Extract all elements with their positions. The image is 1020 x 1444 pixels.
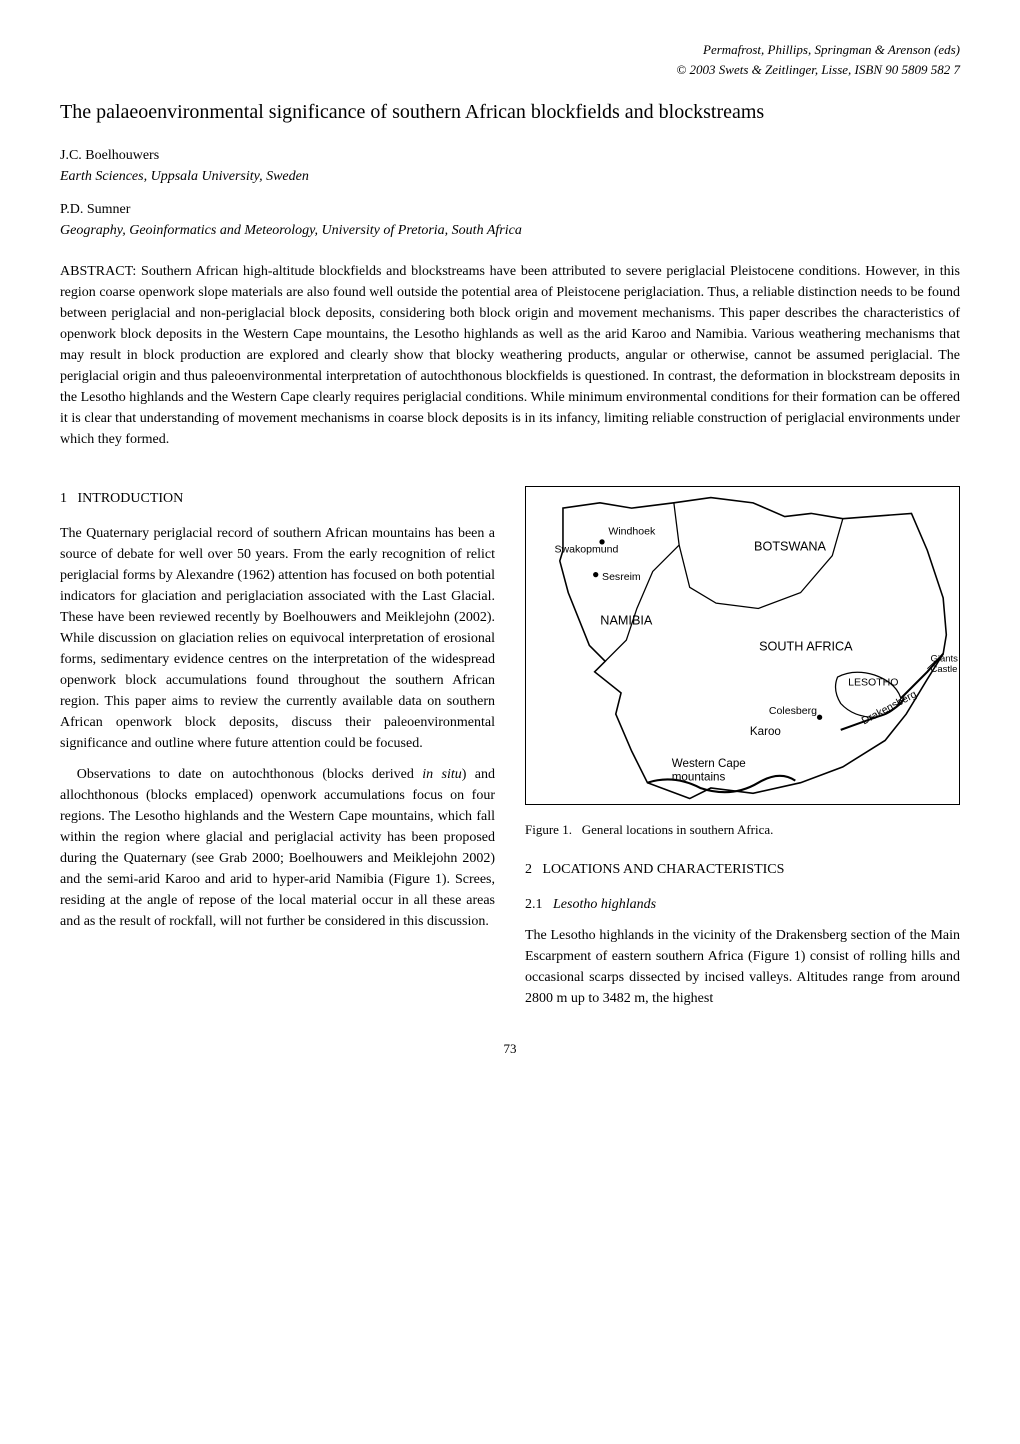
figure-1-caption-label: Figure 1. xyxy=(525,822,572,837)
intro-para-2: Observations to date on autochthonous (b… xyxy=(60,764,495,932)
section-intro-number: 1 xyxy=(60,491,67,506)
subsection-2-1-para-1: The Lesotho highlands in the vicinity of… xyxy=(525,925,960,1009)
svg-text:SOUTH AFRICA: SOUTH AFRICA xyxy=(759,640,853,654)
section-locations-number: 2 xyxy=(525,862,532,877)
author-name-1: J.C. Boelhouwers xyxy=(60,145,960,166)
left-column: 1 INTRODUCTION The Quaternary periglacia… xyxy=(60,478,495,1019)
subsection-2-1-title: Lesotho highlands xyxy=(553,897,656,912)
header-line-2: © 2003 Swets & Zeitlinger, Lisse, ISBN 9… xyxy=(60,60,960,80)
abstract-text: Southern African high-altitude blockfiel… xyxy=(60,264,960,447)
svg-text:NAMIBIA: NAMIBIA xyxy=(600,613,653,627)
author-name-2: P.D. Sumner xyxy=(60,199,960,220)
intro-para-1: The Quaternary periglacial record of sou… xyxy=(60,523,495,754)
svg-text:Windhoek: Windhoek xyxy=(608,526,656,538)
abstract-label: ABSTRACT: xyxy=(60,264,136,279)
svg-text:LESOTHO: LESOTHO xyxy=(848,677,898,689)
svg-text:Karoo: Karoo xyxy=(750,725,781,738)
author-affiliation-2: Geography, Geoinformatics and Meteorolog… xyxy=(60,220,960,241)
figure-1-map: BOTSWANA NAMIBIA SOUTH AFRICA LESOTHO Ka… xyxy=(525,486,960,805)
section-locations-title: LOCATIONS AND CHARACTERISTICS xyxy=(543,862,785,877)
figure-1-caption: Figure 1. General locations in southern … xyxy=(525,820,960,840)
two-column-layout: 1 INTRODUCTION The Quaternary periglacia… xyxy=(60,478,960,1019)
figure-1-caption-text: General locations in southern Africa. xyxy=(582,822,774,837)
subsection-2-1-number: 2.1 xyxy=(525,897,543,912)
svg-text:BOTSWANA: BOTSWANA xyxy=(754,539,827,553)
svg-text:Sesreim: Sesreim xyxy=(602,571,641,583)
section-intro-title: INTRODUCTION xyxy=(78,491,184,506)
section-intro-heading: 1 INTRODUCTION xyxy=(60,488,495,509)
page-number: 73 xyxy=(60,1039,960,1059)
abstract-block: ABSTRACT: Southern African high-altitude… xyxy=(60,261,960,450)
subsection-2-1-heading: 2.1 Lesotho highlands xyxy=(525,894,960,915)
header-line-1: Permafrost, Phillips, Springman & Arenso… xyxy=(60,40,960,60)
header-attribution: Permafrost, Phillips, Springman & Arenso… xyxy=(60,40,960,79)
svg-text:Giants: Giants xyxy=(930,653,958,664)
author-block-2: P.D. Sumner Geography, Geoinformatics an… xyxy=(60,199,960,241)
svg-text:Western Cape: Western Cape xyxy=(672,757,746,770)
svg-text:mountains: mountains xyxy=(672,771,726,784)
author-block-1: J.C. Boelhouwers Earth Sciences, Uppsala… xyxy=(60,145,960,187)
right-column: BOTSWANA NAMIBIA SOUTH AFRICA LESOTHO Ka… xyxy=(525,478,960,1019)
section-locations-heading: 2 LOCATIONS AND CHARACTERISTICS xyxy=(525,859,960,880)
author-affiliation-1: Earth Sciences, Uppsala University, Swed… xyxy=(60,166,960,187)
paper-title: The palaeoenvironmental significance of … xyxy=(60,99,960,125)
figure-1: BOTSWANA NAMIBIA SOUTH AFRICA LESOTHO Ka… xyxy=(525,486,960,839)
svg-text:Castle: Castle xyxy=(930,664,957,675)
svg-text:Colesberg: Colesberg xyxy=(769,705,817,717)
svg-text:Swakopmund: Swakopmund xyxy=(555,543,619,555)
